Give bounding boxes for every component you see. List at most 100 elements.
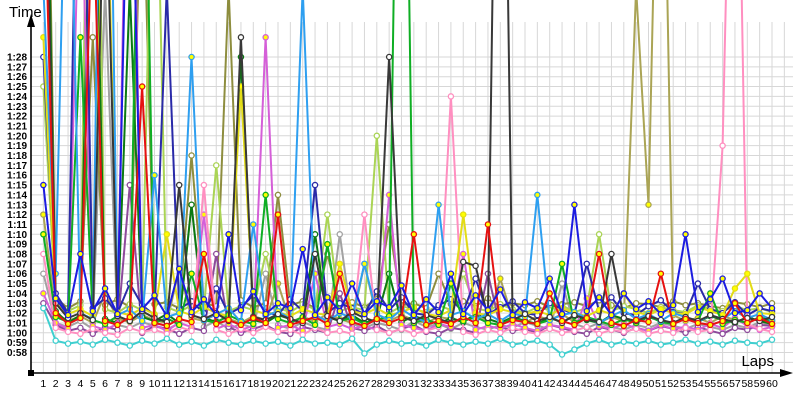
svg-text:2: 2 [53, 378, 59, 390]
x-axis-title: Laps [741, 353, 774, 370]
svg-text:57: 57 [729, 378, 741, 390]
svg-text:20: 20 [272, 378, 284, 390]
svg-text:18: 18 [247, 378, 259, 390]
svg-text:1:07: 1:07 [7, 259, 27, 270]
svg-text:12: 12 [173, 378, 185, 390]
y-axis-arrow-icon [27, 14, 35, 27]
svg-text:1:18: 1:18 [7, 151, 27, 162]
svg-text:51: 51 [655, 378, 667, 390]
svg-text:1:00: 1:00 [7, 328, 27, 339]
svg-text:55: 55 [704, 378, 716, 390]
svg-text:46: 46 [593, 378, 605, 390]
svg-text:14: 14 [198, 378, 210, 390]
svg-text:21: 21 [285, 378, 297, 390]
svg-text:56: 56 [717, 378, 729, 390]
svg-text:7: 7 [115, 378, 121, 390]
x-axis-arrow-icon [780, 369, 793, 377]
svg-text:33: 33 [433, 378, 445, 390]
svg-text:25: 25 [334, 378, 346, 390]
svg-text:3: 3 [65, 378, 71, 390]
svg-text:17: 17 [235, 378, 247, 390]
svg-text:1:10: 1:10 [7, 230, 27, 241]
svg-text:1:08: 1:08 [7, 250, 27, 261]
svg-text:1:27: 1:27 [7, 62, 27, 73]
svg-text:26: 26 [346, 378, 358, 390]
svg-text:1:20: 1:20 [7, 131, 27, 142]
svg-text:16: 16 [223, 378, 235, 390]
svg-text:1:19: 1:19 [7, 141, 27, 152]
svg-text:1:04: 1:04 [7, 289, 27, 300]
svg-text:22: 22 [297, 378, 309, 390]
svg-text:0:59: 0:59 [7, 338, 27, 349]
svg-text:19: 19 [260, 378, 272, 390]
svg-text:54: 54 [692, 378, 704, 390]
svg-text:1:22: 1:22 [7, 112, 27, 123]
svg-text:1:11: 1:11 [8, 220, 28, 231]
axis-origin-marker [28, 370, 34, 376]
svg-text:59: 59 [754, 378, 766, 390]
svg-text:43: 43 [556, 378, 568, 390]
svg-text:1:25: 1:25 [7, 82, 27, 93]
svg-text:8: 8 [127, 378, 133, 390]
svg-text:1:03: 1:03 [7, 299, 27, 310]
svg-text:10: 10 [149, 378, 161, 390]
svg-text:1:12: 1:12 [7, 210, 27, 221]
x-tick-labels: 1 2 3 4 5 6 7 8 9 10 11 12 13 14 15 16 17 18 19 20 21 22 23 24 2… [40, 378, 778, 390]
svg-text:1:17: 1:17 [7, 161, 27, 172]
svg-text:44: 44 [569, 378, 581, 390]
svg-text:28: 28 [371, 378, 383, 390]
svg-text:11: 11 [161, 378, 172, 390]
svg-text:6: 6 [102, 378, 108, 390]
svg-text:1:14: 1:14 [7, 190, 27, 201]
svg-text:35: 35 [457, 378, 469, 390]
svg-text:53: 53 [680, 378, 692, 390]
svg-text:0:58: 0:58 [7, 348, 27, 359]
svg-text:42: 42 [544, 378, 556, 390]
svg-text:58: 58 [741, 378, 753, 390]
svg-text:1:21: 1:21 [7, 121, 27, 132]
svg-text:1:01: 1:01 [7, 318, 27, 329]
svg-text:4: 4 [77, 378, 83, 390]
svg-text:13: 13 [186, 378, 198, 390]
svg-text:1:24: 1:24 [7, 92, 27, 103]
svg-text:50: 50 [643, 378, 655, 390]
svg-text:48: 48 [618, 378, 630, 390]
svg-text:9: 9 [139, 378, 145, 390]
svg-text:40: 40 [519, 378, 531, 390]
series-lines [40, 0, 776, 358]
svg-text:23: 23 [309, 378, 321, 390]
svg-text:1:02: 1:02 [7, 309, 27, 320]
y-tick-labels: 0:580:591:001:011:021:031:041:051:061:07… [7, 53, 27, 360]
svg-text:52: 52 [667, 378, 679, 390]
svg-text:34: 34 [445, 378, 457, 390]
svg-text:49: 49 [630, 378, 642, 390]
svg-text:1:09: 1:09 [7, 240, 27, 251]
svg-text:36: 36 [470, 378, 482, 390]
svg-text:1:26: 1:26 [7, 72, 27, 83]
svg-text:27: 27 [359, 378, 371, 390]
svg-text:60: 60 [766, 378, 778, 390]
svg-text:15: 15 [210, 378, 222, 390]
svg-text:1:05: 1:05 [7, 279, 27, 290]
svg-text:1: 1 [40, 378, 46, 390]
svg-text:1:16: 1:16 [7, 171, 27, 182]
svg-text:47: 47 [606, 378, 618, 390]
svg-text:1:28: 1:28 [7, 53, 27, 64]
svg-text:31: 31 [408, 378, 420, 390]
svg-text:39: 39 [507, 378, 519, 390]
svg-text:1:15: 1:15 [7, 181, 27, 192]
svg-text:1:23: 1:23 [7, 102, 27, 113]
svg-text:1:06: 1:06 [7, 269, 27, 280]
svg-text:1:13: 1:13 [7, 200, 27, 211]
svg-text:38: 38 [494, 378, 506, 390]
svg-text:29: 29 [383, 378, 395, 390]
svg-text:24: 24 [322, 378, 334, 390]
svg-text:45: 45 [581, 378, 593, 390]
svg-text:30: 30 [396, 378, 408, 390]
svg-text:41: 41 [532, 378, 544, 390]
y-axis-title: Time [9, 4, 42, 21]
svg-text:32: 32 [420, 378, 432, 390]
svg-text:37: 37 [482, 378, 494, 390]
